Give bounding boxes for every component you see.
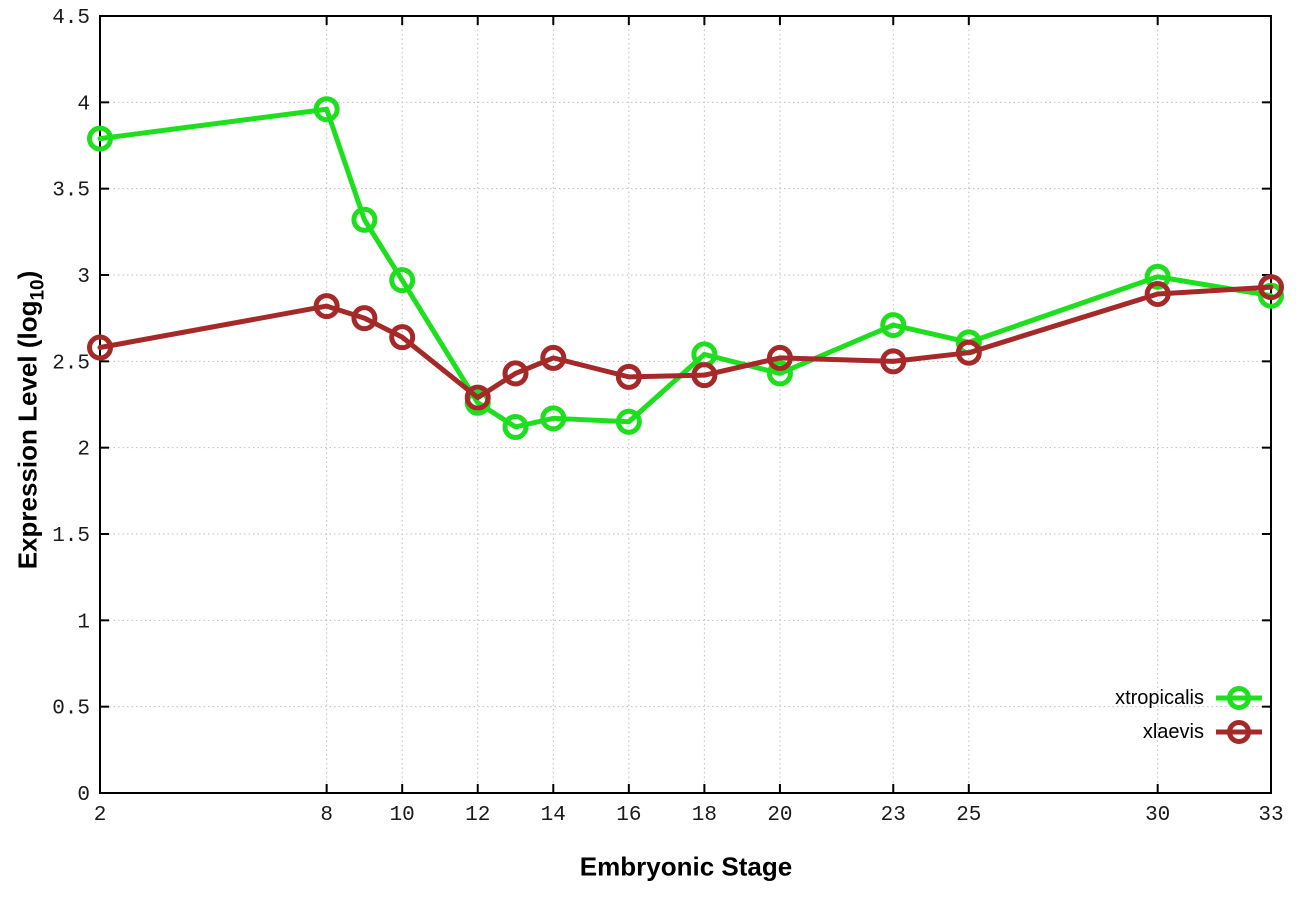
legend-sample-circle [1227,720,1251,744]
marker-xtropicalis [880,312,907,339]
y-tick-label: 2 [77,439,90,462]
marker-xlaevis [502,360,529,387]
marker-xlaevis [955,339,982,366]
x-tick-label: 20 [767,804,792,827]
legend-item-xlaevis: xlaevis [1143,715,1264,749]
marker-xtropicalis [502,413,529,440]
x-tick-label: 30 [1145,804,1170,827]
marker-xtropicalis [1144,263,1171,290]
y-tick-label: 4.5 [52,7,90,30]
x-tick-label: 2 [94,804,107,827]
x-tick-label: 12 [465,804,490,827]
y-axis-title-subscript: 10 [27,279,49,301]
legend-marker-xtropicalis [1216,686,1262,710]
x-tick-label: 16 [616,804,641,827]
marker-xlaevis [880,348,907,375]
x-tick-label: 14 [541,804,566,827]
x-tick-label: 25 [956,804,981,827]
x-tick-label: 33 [1258,804,1283,827]
y-tick-label: 1 [77,611,90,634]
y-axis-title: Expression Level (log10) [12,270,49,570]
y-tick-label: 0.5 [52,698,90,721]
x-tick-label: 8 [320,804,333,827]
x-tick-label: 10 [390,804,415,827]
marker-xlaevis [351,305,378,332]
series-line-xtropicalis [97,106,1274,430]
marker-xlaevis [389,324,416,351]
marker-xlaevis [615,363,642,390]
y-tick-label: 3 [77,266,90,289]
marker-xtropicalis [540,405,567,432]
marker-xlaevis [87,334,113,361]
marker-xtropicalis [87,125,113,152]
y-axis-title-suffix: ) [12,270,43,280]
y-tick-label: 3.5 [52,180,90,203]
marker-xtropicalis [313,96,340,123]
y-tick-label: 4 [77,93,90,116]
x-tick-label: 18 [692,804,717,827]
marker-xlaevis [1258,274,1284,301]
x-tick-label: 23 [881,804,906,827]
marker-xtropicalis [351,206,378,233]
series-line-xlaevis [97,284,1274,401]
plot-border [99,15,1272,794]
y-axis-title-text: Expression Level (log [12,300,43,570]
legend-label-xtropicalis: xtropicalis [1115,686,1204,709]
legend-label-xlaevis: xlaevis [1142,720,1204,743]
marker-xtropicalis [615,408,642,435]
marker-xtropicalis [389,267,416,294]
marker-xlaevis [1144,280,1171,307]
x-axis-title: Embryonic Stage [579,851,793,882]
legend: xtropicalis xlaevis [1115,681,1264,749]
legend-marker-xlaevis [1216,720,1262,744]
legend-item-xtropicalis: xtropicalis [1115,681,1264,715]
y-tick-label: 2.5 [52,352,90,375]
y-tick-label: 1.5 [52,525,90,548]
y-tick-label: 0 [77,784,90,807]
legend-sample-circle [1227,686,1251,710]
marker-xlaevis [766,344,793,371]
marker-xlaevis [691,362,718,389]
marker-xlaevis [540,344,567,371]
marker-xlaevis [313,293,340,320]
marker-xlaevis [464,384,491,411]
marker-xtropicalis [766,360,793,387]
